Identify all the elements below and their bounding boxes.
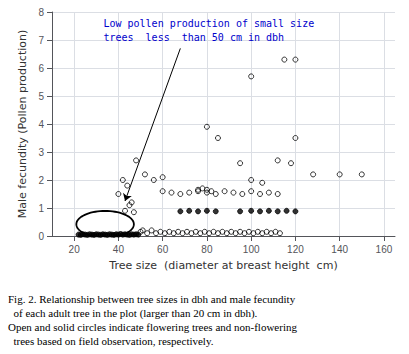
svg-text:trees less than 50 cm in dbh: trees less than 50 cm in dbh bbox=[103, 32, 284, 43]
svg-text:60: 60 bbox=[157, 244, 169, 255]
svg-text:Fig. 2. Relationship between t: Fig. 2. Relationship between tree sizes … bbox=[8, 293, 296, 305]
svg-text:4: 4 bbox=[38, 119, 44, 130]
svg-text:0: 0 bbox=[38, 231, 44, 242]
svg-text:6: 6 bbox=[38, 63, 44, 74]
svg-text:Male fecundity (Pollen product: Male fecundity (Pollen production) bbox=[16, 30, 29, 219]
svg-text:160: 160 bbox=[376, 244, 393, 255]
svg-text:Tree size (diameter at breast: Tree size (diameter at breast height cm) bbox=[108, 259, 337, 272]
svg-text:80: 80 bbox=[201, 244, 213, 255]
svg-text:8: 8 bbox=[38, 7, 44, 18]
svg-text:20: 20 bbox=[69, 244, 81, 255]
svg-text:7: 7 bbox=[38, 35, 44, 46]
svg-text:1: 1 bbox=[38, 203, 44, 214]
svg-text:120: 120 bbox=[287, 244, 304, 255]
svg-text:of each adult tree in the plot: of each adult tree in the plot (larger t… bbox=[8, 307, 258, 320]
svg-text:5: 5 bbox=[38, 91, 44, 102]
svg-text:Open and solid circles indicat: Open and solid circles indicate flowerin… bbox=[8, 321, 297, 333]
svg-text:2: 2 bbox=[38, 175, 44, 186]
svg-text:40: 40 bbox=[113, 244, 125, 255]
svg-text:140: 140 bbox=[331, 244, 348, 255]
svg-text:Low pollen production of small: Low pollen production of small size bbox=[103, 18, 314, 29]
svg-text:trees based on field observati: trees based on field observation, respec… bbox=[8, 335, 214, 347]
svg-text:3: 3 bbox=[38, 147, 44, 158]
svg-text:100: 100 bbox=[243, 244, 260, 255]
